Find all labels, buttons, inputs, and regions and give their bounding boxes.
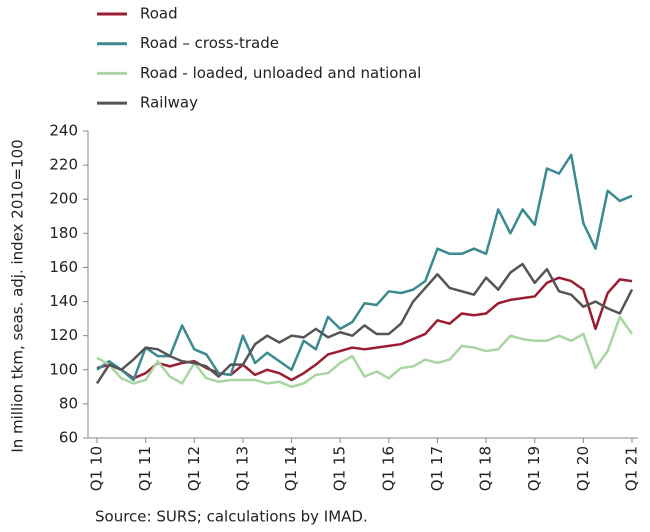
x-tick-label: Q1 18 [477, 446, 495, 491]
y-tick-label: 120 [49, 326, 78, 344]
y-tick-label: 220 [49, 156, 78, 174]
y-tick-label: 140 [49, 292, 78, 310]
y-tick-label: 80 [59, 394, 78, 412]
x-tick-label: Q1 11 [136, 446, 154, 491]
x-tick-label: Q1 15 [331, 446, 349, 491]
x-tick-label: Q1 12 [185, 446, 203, 491]
legend-label: Road – cross-trade [140, 34, 279, 52]
series-line [96, 276, 633, 382]
x-tick-label: Q1 17 [428, 446, 446, 491]
y-tick-label: 60 [59, 429, 78, 447]
x-tick-label: Q1 20 [574, 446, 592, 491]
x-tick-label: Q1 16 [379, 446, 397, 491]
y-tick-label: 160 [49, 258, 78, 276]
y-tick-label: 200 [49, 190, 78, 208]
x-tick-label: Q1 10 [88, 446, 106, 491]
legend-label: Road [140, 5, 178, 23]
x-tick-label: Q1 21 [623, 446, 641, 491]
x-tick-label: Q1 13 [233, 446, 251, 491]
source: Source: SURS; calculations by IMAD. [95, 508, 368, 526]
y-tick-label: 240 [49, 122, 78, 140]
y-tick-label: 100 [49, 360, 78, 378]
x-tick-label: Q1 19 [525, 446, 543, 491]
y-tick-label: 180 [49, 224, 78, 242]
series-line [95, 262, 634, 385]
legend-label: Road - loaded, unloaded and national [140, 64, 421, 82]
x-tick-label: Q1 14 [282, 446, 300, 491]
legend-label: Railway [140, 94, 198, 112]
series-line [96, 315, 634, 389]
y-axis-label: In million tkm, seas. adj. index 2010=10… [9, 139, 27, 452]
series-line [96, 153, 633, 382]
